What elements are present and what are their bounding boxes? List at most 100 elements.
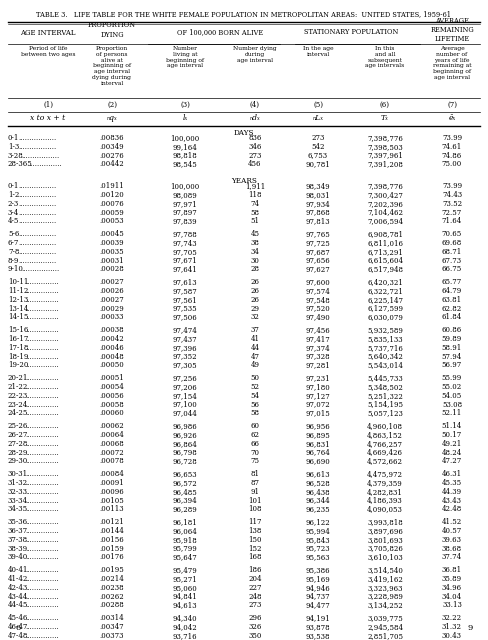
Text: ...............: ...............	[25, 449, 59, 456]
Text: .................: .................	[19, 200, 57, 208]
Text: 54.05: 54.05	[442, 392, 462, 400]
Text: .00029: .00029	[100, 305, 124, 312]
Text: 97,015: 97,015	[305, 410, 330, 417]
Text: 6-7: 6-7	[8, 239, 20, 247]
Text: 4,090,053: 4,090,053	[367, 506, 403, 513]
Text: 96,895: 96,895	[305, 431, 330, 439]
Text: 41: 41	[250, 335, 260, 343]
Text: .00159: .00159	[100, 545, 124, 552]
Text: 0-1: 0-1	[8, 182, 20, 190]
Text: ...............: ...............	[25, 488, 59, 496]
Text: .00048: .00048	[100, 353, 124, 360]
Text: 51.14: 51.14	[442, 422, 462, 430]
Text: 5,932,589: 5,932,589	[367, 326, 403, 334]
Text: 1-2: 1-2	[8, 191, 20, 199]
Text: (2): (2)	[107, 101, 117, 109]
Text: (1): (1)	[43, 101, 53, 109]
Text: 49: 49	[250, 362, 260, 369]
Text: 31.32: 31.32	[442, 623, 462, 631]
Text: 96,122: 96,122	[305, 518, 330, 526]
Text: 152: 152	[248, 545, 262, 552]
Text: 75.00: 75.00	[442, 161, 462, 168]
Text: 51: 51	[250, 218, 260, 225]
Text: 62: 62	[250, 431, 260, 439]
Text: 4,863,152: 4,863,152	[367, 431, 403, 439]
Text: .00144: .00144	[100, 527, 124, 535]
Text: 93,878: 93,878	[305, 623, 330, 631]
Text: 97,506: 97,506	[173, 314, 197, 321]
Text: 37: 37	[250, 326, 260, 334]
Text: 34.04: 34.04	[442, 593, 462, 600]
Text: 7-8: 7-8	[8, 248, 20, 256]
Text: 97,687: 97,687	[305, 248, 330, 256]
Text: 48.24: 48.24	[442, 449, 462, 456]
Text: 100,000: 100,000	[170, 182, 200, 190]
Text: 97,281: 97,281	[305, 362, 330, 369]
Text: .00156: .00156	[100, 536, 124, 544]
Text: 50: 50	[250, 374, 260, 382]
Text: 29-30: 29-30	[8, 458, 28, 465]
Text: 100,000: 100,000	[170, 134, 200, 142]
Text: .00373: .00373	[100, 632, 124, 640]
Text: 56.97: 56.97	[442, 362, 462, 369]
Text: 66.75: 66.75	[442, 266, 462, 273]
Text: 6,753: 6,753	[308, 152, 328, 159]
Text: 4,572,662: 4,572,662	[367, 458, 403, 465]
Text: 96,956: 96,956	[305, 422, 330, 430]
Text: 22-23: 22-23	[8, 392, 28, 400]
Text: 96,728: 96,728	[173, 458, 197, 465]
Text: 97,180: 97,180	[305, 383, 330, 391]
Text: Number dying
during
age interval: Number dying during age interval	[233, 46, 277, 63]
Text: 20-21: 20-21	[8, 374, 28, 382]
Text: 94,737: 94,737	[305, 593, 330, 600]
Text: ēₓ: ēₓ	[448, 114, 456, 122]
Text: 62.82: 62.82	[442, 305, 462, 312]
Text: 95,169: 95,169	[305, 575, 330, 583]
Text: .00836: .00836	[100, 134, 124, 142]
Text: .00026: .00026	[100, 287, 124, 295]
Text: .................: .................	[19, 134, 57, 142]
Text: 7,397,961: 7,397,961	[367, 152, 403, 159]
Text: 33-34: 33-34	[8, 497, 28, 504]
Text: .00121: .00121	[100, 518, 124, 526]
Text: .00288: .00288	[100, 602, 124, 609]
Text: ...............: ...............	[25, 374, 59, 382]
Text: 17-18: 17-18	[8, 344, 28, 352]
Text: 52.11: 52.11	[442, 410, 462, 417]
Text: .00033: .00033	[100, 314, 124, 321]
Text: 24-25: 24-25	[8, 410, 28, 417]
Text: (6): (6)	[380, 101, 390, 109]
Text: 67.73: 67.73	[442, 257, 462, 264]
Text: 96,764: 96,764	[305, 449, 330, 456]
Text: .................: .................	[19, 239, 57, 247]
Text: x to x + t: x to x + t	[30, 114, 65, 122]
Text: 34-35: 34-35	[8, 506, 28, 513]
Text: 74.86: 74.86	[442, 152, 462, 159]
Text: .00038: .00038	[100, 326, 124, 334]
Text: 273: 273	[311, 134, 325, 142]
Text: 58: 58	[250, 410, 260, 417]
Text: 7,300,427: 7,300,427	[367, 191, 403, 199]
Text: 12-13: 12-13	[8, 296, 28, 304]
Text: 94,191: 94,191	[305, 614, 330, 622]
Text: 138: 138	[248, 527, 262, 535]
Text: .00349: .00349	[100, 143, 124, 151]
Text: 97,374: 97,374	[305, 344, 330, 352]
Text: 70.65: 70.65	[442, 230, 462, 238]
Text: 6,127,599: 6,127,599	[367, 305, 403, 312]
Text: 54: 54	[250, 392, 260, 400]
Text: 30.43: 30.43	[442, 632, 462, 640]
Text: Number
living at
beginning of
age interval: Number living at beginning of age interv…	[166, 46, 204, 68]
Text: 55.02: 55.02	[442, 383, 462, 391]
Text: AVERAGE
REMAINING
LIFETIME: AVERAGE REMAINING LIFETIME	[430, 17, 474, 44]
Text: Average
number of
years of life
remaining at
beginning of
age interval: Average number of years of life remainin…	[433, 46, 471, 80]
Text: .00113: .00113	[100, 506, 124, 513]
Text: 542: 542	[311, 143, 325, 151]
Text: 97,813: 97,813	[305, 218, 330, 225]
Text: 9-10: 9-10	[8, 266, 24, 273]
Text: 2,851,705: 2,851,705	[367, 632, 403, 640]
Text: 97,044: 97,044	[173, 410, 197, 417]
Text: 74.61: 74.61	[442, 143, 462, 151]
Text: .00027: .00027	[100, 296, 124, 304]
Text: 19-20: 19-20	[8, 362, 28, 369]
